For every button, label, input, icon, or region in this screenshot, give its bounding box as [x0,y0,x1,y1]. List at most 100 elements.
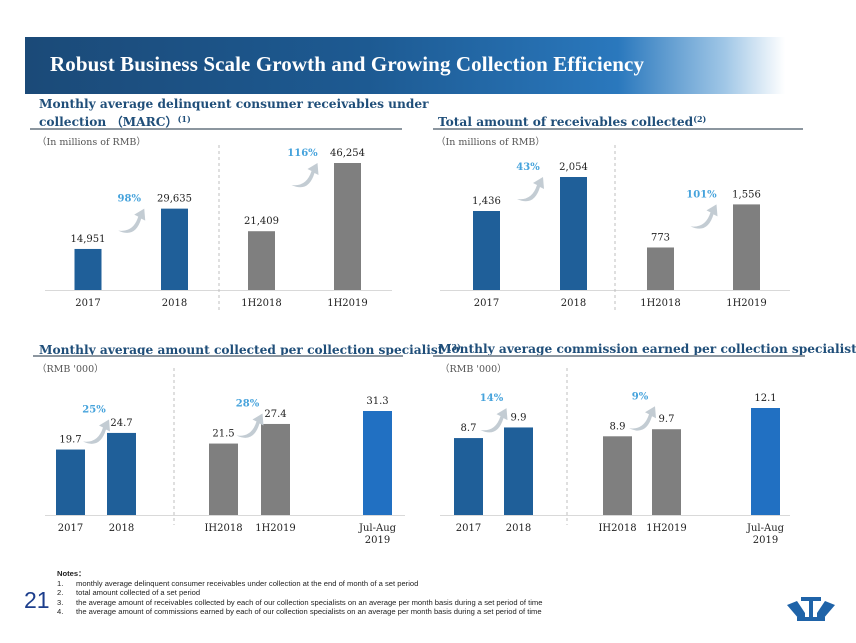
data-label: 1,436 [472,196,501,207]
bar-2018 [504,427,533,515]
note-number: 4. [57,607,64,617]
note-item: 1. monthly average delinquent consumer re… [57,579,542,589]
section-divider [433,355,805,357]
note-item: 3. the average amount of receivables coll… [57,598,542,608]
section-divider [433,128,803,130]
growth-arrow-icon [83,419,110,444]
data-label: 2,054 [559,162,588,173]
section-title-marc: Monthly average delinquent consumer rece… [39,97,429,130]
unit-label: （RMB '000） [37,364,104,375]
bar-2017 [473,210,500,290]
x-tick-label: 1H2018 [241,298,282,309]
bar-1h2019 [652,429,681,515]
data-label: 773 [651,232,670,243]
note-item: 2. total amount collected of a set period [57,588,542,598]
note-ref: (3) [447,342,461,352]
growth-rate-label: 116% [287,148,318,159]
growth-rate-label: 43% [516,162,540,173]
section-title-line2: collection （MARC） [39,115,178,129]
bar-jul-aug-2019 [751,408,780,515]
x-tick-label: 2019 [753,535,778,546]
data-label: 8.7 [461,423,477,434]
note-ref: (2) [693,114,707,124]
x-tick-label: IH2018 [598,523,636,534]
data-label: 14,951 [71,234,106,245]
growth-rate-label: 14% [480,393,504,404]
data-label: 8.9 [610,421,626,432]
section-title-text: Monthly average amount collected per col… [39,343,448,357]
growth-rate-label: 98% [118,194,142,205]
x-tick-label: 1H2019 [255,523,296,534]
data-label: 12.1 [754,393,776,404]
x-tick-label: 2017 [75,298,100,309]
bar-ih2018 [603,436,632,515]
note-text: the average amount of commissions earned… [76,607,542,617]
growth-rate-label: 9% [632,391,649,402]
section-title-amount-per-specialist: Monthly average amount collected per col… [39,340,461,358]
x-tick-label: 2018 [109,523,134,534]
section-divider [30,128,402,130]
growth-arrow-icon [118,208,146,233]
note-number: 3. [57,597,64,607]
growth-arrow-icon [236,413,264,438]
data-label: 21.5 [212,429,234,440]
growth-arrow-icon [480,408,508,433]
note-text: monthly average delinquent consumer rece… [76,578,419,588]
bar-1h2019 [733,204,760,290]
x-tick-label: 2018 [506,523,531,534]
bar-ih2018 [209,443,238,515]
section-title-text: Total amount of receivables collected [438,115,694,129]
data-label: 29,635 [157,194,192,205]
bar-2017 [454,438,483,515]
header-banner [25,37,785,94]
section-divider [33,355,403,357]
unit-label: （RMB '000） [440,364,507,375]
section-title-collected: Total amount of receivables collected(2) [438,112,706,130]
note-ref: (1) [177,114,191,124]
unit-label: （In millions of RMB） [436,137,545,148]
x-tick-label: 1H2019 [327,298,368,309]
data-label: 31.3 [366,396,388,407]
x-tick-label: Jul-Aug [358,523,397,534]
x-tick-label: 2019 [365,535,390,546]
bar-1h2019 [334,163,361,290]
bar-jul-aug-2019 [363,411,392,515]
x-tick-label: IH2018 [204,523,242,534]
bar-1h2018 [248,231,275,290]
notes-block: Notes： 1. monthly average delinquent cons… [57,569,542,617]
x-tick-label: 1H2019 [726,298,767,309]
data-label: 19.7 [59,435,81,446]
page-number: 21 [24,587,50,613]
bar-1h2019 [261,423,290,515]
x-tick-label: 2018 [162,298,187,309]
data-label: 9.9 [511,412,527,423]
data-label: 21,409 [244,216,279,227]
data-label: 24.7 [110,418,132,429]
x-tick-label: 2017 [456,523,481,534]
notes-title: Notes： [57,569,86,578]
bar-2018 [161,208,188,290]
company-logo-icon [787,597,835,621]
x-tick-label: 1H2019 [646,523,687,534]
bar-2017 [74,248,102,290]
data-label: 9.7 [659,414,675,425]
x-tick-label: Jul-Aug [746,523,785,534]
bar-1h2018 [647,247,674,290]
data-label: 46,254 [330,148,365,159]
growth-arrow-icon [690,204,718,229]
page-title: Robust Business Scale Growth and Growing… [50,52,645,76]
section-title-line1: Monthly average delinquent consumer rece… [39,97,429,111]
growth-arrow-icon [517,177,544,202]
data-label: 27.4 [264,409,286,420]
bar-2018 [560,177,587,290]
bar-2017 [56,449,85,515]
note-item: 4. the average amount of commissions earn… [57,607,542,617]
x-tick-label: 2017 [474,298,499,309]
x-tick-label: 1H2018 [640,298,681,309]
data-label: 1,556 [732,189,761,200]
section-title-commission-per-specialist: Monthly average commission earned per co… [438,339,856,357]
growth-rate-label: 101% [686,189,717,200]
growth-arrow-icon [291,163,319,188]
note-text: the average amount of receivables collec… [76,597,543,607]
